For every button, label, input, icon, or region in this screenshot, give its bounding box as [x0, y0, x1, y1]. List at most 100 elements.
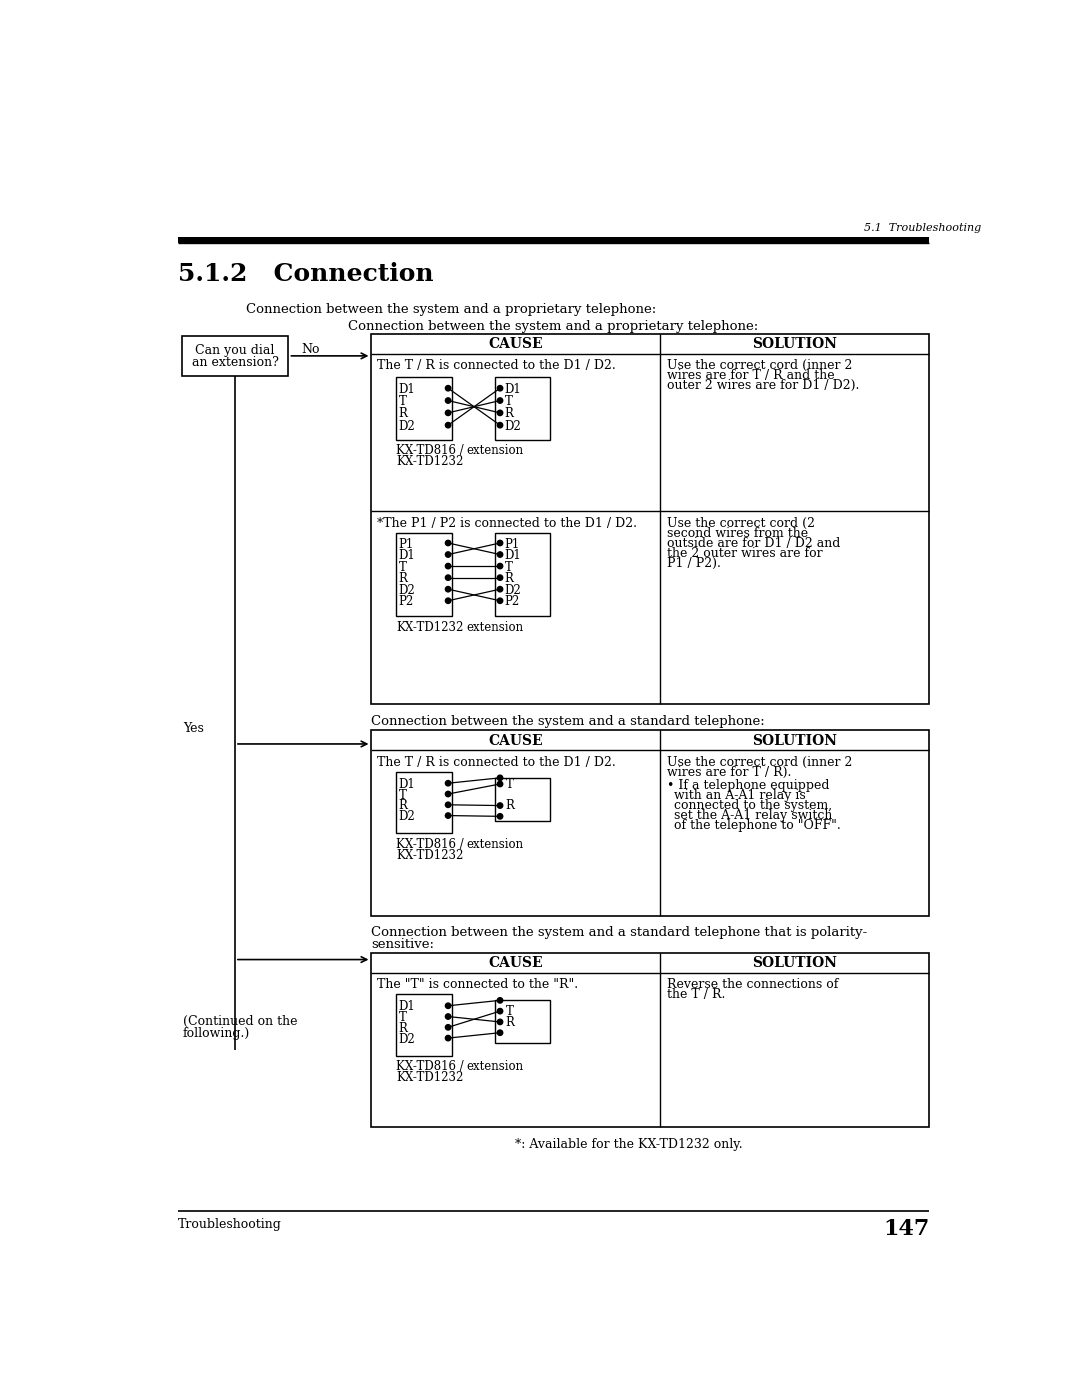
Text: 147: 147 [883, 1218, 930, 1239]
Text: D2: D2 [399, 420, 415, 433]
Text: *The P1 / P2 is connected to the D1 / D2.: *The P1 / P2 is connected to the D1 / D2… [377, 517, 637, 529]
Text: D2: D2 [504, 420, 522, 433]
Circle shape [497, 998, 502, 1002]
Text: R: R [399, 799, 407, 812]
Circle shape [497, 776, 502, 781]
Circle shape [445, 540, 450, 546]
Circle shape [445, 1002, 450, 1008]
Circle shape [497, 802, 502, 808]
Text: CAUSE: CAUSE [488, 337, 543, 351]
Circle shape [445, 385, 450, 391]
Text: extension: extension [465, 837, 523, 851]
Text: CAUSE: CAUSE [488, 956, 543, 970]
Circle shape [497, 552, 502, 557]
Text: Can you dial: Can you dial [195, 344, 274, 357]
Text: D1: D1 [399, 382, 415, 396]
Text: outer 2 wires are for D1 / D2).: outer 2 wires are for D1 / D2). [666, 379, 859, 392]
Text: R: R [504, 407, 514, 420]
Text: Troubleshooting: Troubleshooting [177, 1218, 282, 1231]
Text: of the telephone to "OFF".: of the telephone to "OFF". [674, 819, 841, 832]
Text: (Continued on the: (Continued on the [183, 1015, 298, 1028]
Text: R: R [399, 573, 407, 585]
Text: following.): following.) [183, 1026, 251, 1040]
Text: T: T [504, 560, 513, 574]
Bar [495, 533, 551, 616]
Text: P2: P2 [399, 595, 414, 609]
Circle shape [497, 813, 502, 819]
Text: D2: D2 [399, 1033, 415, 1046]
Text: second wires from the: second wires from the [666, 526, 808, 540]
Circle shape [497, 398, 502, 403]
Bar [396, 771, 451, 833]
Text: set the A-A1 relay switch: set the A-A1 relay switch [674, 809, 833, 822]
Bar [495, 778, 551, 820]
Text: CAUSE: CAUSE [488, 734, 543, 748]
Circle shape [445, 802, 450, 808]
Text: Connection between the system and a standard telephone that is polarity-: Connection between the system and a stan… [372, 927, 867, 939]
Text: R: R [504, 573, 514, 585]
Circle shape [445, 598, 450, 603]
Text: R: R [399, 1022, 407, 1035]
Circle shape [445, 1025, 450, 1030]
Text: R: R [505, 1016, 514, 1029]
Circle shape [445, 1036, 450, 1040]
Circle shape [497, 423, 502, 428]
Text: P1: P1 [504, 538, 519, 550]
Text: Use the correct cord (inner 2: Use the correct cord (inner 2 [666, 358, 852, 372]
Text: KX-TD1232: KX-TD1232 [396, 620, 463, 634]
Circle shape [497, 1030, 502, 1036]
Text: 5.1.2   Connection: 5.1.2 Connection [177, 262, 433, 286]
Text: with an A-A1 relay is: with an A-A1 relay is [674, 788, 806, 802]
Circle shape [445, 587, 450, 592]
Text: P2: P2 [504, 595, 519, 609]
Bar [396, 994, 451, 1056]
Text: extension: extension [465, 444, 523, 458]
Text: SOLUTION: SOLUTION [752, 734, 837, 748]
Circle shape [445, 552, 450, 557]
Text: Use the correct cord (inner 2: Use the correct cord (inner 2 [666, 756, 852, 769]
Circle shape [497, 781, 502, 787]
Bar [396, 377, 451, 440]
Text: The T / R is connected to the D1 / D2.: The T / R is connected to the D1 / D2. [377, 756, 616, 769]
Text: extension: extension [465, 620, 523, 634]
Bar [181, 336, 288, 377]
Text: T: T [504, 395, 513, 409]
Circle shape [445, 410, 450, 416]
Text: SOLUTION: SOLUTION [752, 956, 837, 970]
Text: D1: D1 [504, 549, 522, 563]
Bar [495, 1001, 551, 1043]
Text: D1: D1 [399, 1001, 415, 1014]
Text: KX-TD1232: KX-TD1232 [396, 455, 463, 468]
Text: The T / R is connected to the D1 / D2.: The T / R is connected to the D1 / D2. [377, 358, 616, 372]
Bar [396, 533, 451, 616]
Circle shape [445, 423, 450, 428]
Circle shape [497, 1008, 502, 1014]
Text: T: T [399, 788, 406, 802]
Text: T: T [399, 560, 406, 574]
Circle shape [445, 398, 450, 403]
Bar [372, 333, 930, 704]
Text: The "T" is connected to the "R".: The "T" is connected to the "R". [377, 979, 578, 991]
Text: KX-TD816 /: KX-TD816 / [396, 444, 464, 458]
Text: SOLUTION: SOLUTION [752, 337, 837, 351]
Text: D2: D2 [504, 584, 522, 596]
Text: sensitive:: sensitive: [372, 938, 434, 951]
Text: D2: D2 [399, 584, 415, 596]
Text: KX-TD816 /: KX-TD816 / [396, 837, 464, 851]
Text: extension: extension [465, 1060, 523, 1074]
Text: • If a telephone equipped: • If a telephone equipped [666, 778, 829, 791]
Text: Use the correct cord (2: Use the correct cord (2 [666, 517, 814, 529]
Text: Connection between the system and a proprietary telephone:: Connection between the system and a prop… [349, 321, 758, 333]
Text: KX-TD1232: KX-TD1232 [396, 1071, 463, 1084]
Text: an extension?: an extension? [191, 356, 279, 368]
Circle shape [497, 587, 502, 592]
Text: T: T [399, 395, 406, 409]
Text: D1: D1 [504, 382, 522, 396]
Text: P1: P1 [399, 538, 414, 550]
Circle shape [497, 385, 502, 391]
Text: Reverse the connections of: Reverse the connections of [666, 979, 838, 991]
Text: R: R [505, 799, 514, 812]
Circle shape [445, 813, 450, 818]
Text: No: No [301, 343, 320, 356]
Text: D2: D2 [399, 811, 415, 823]
